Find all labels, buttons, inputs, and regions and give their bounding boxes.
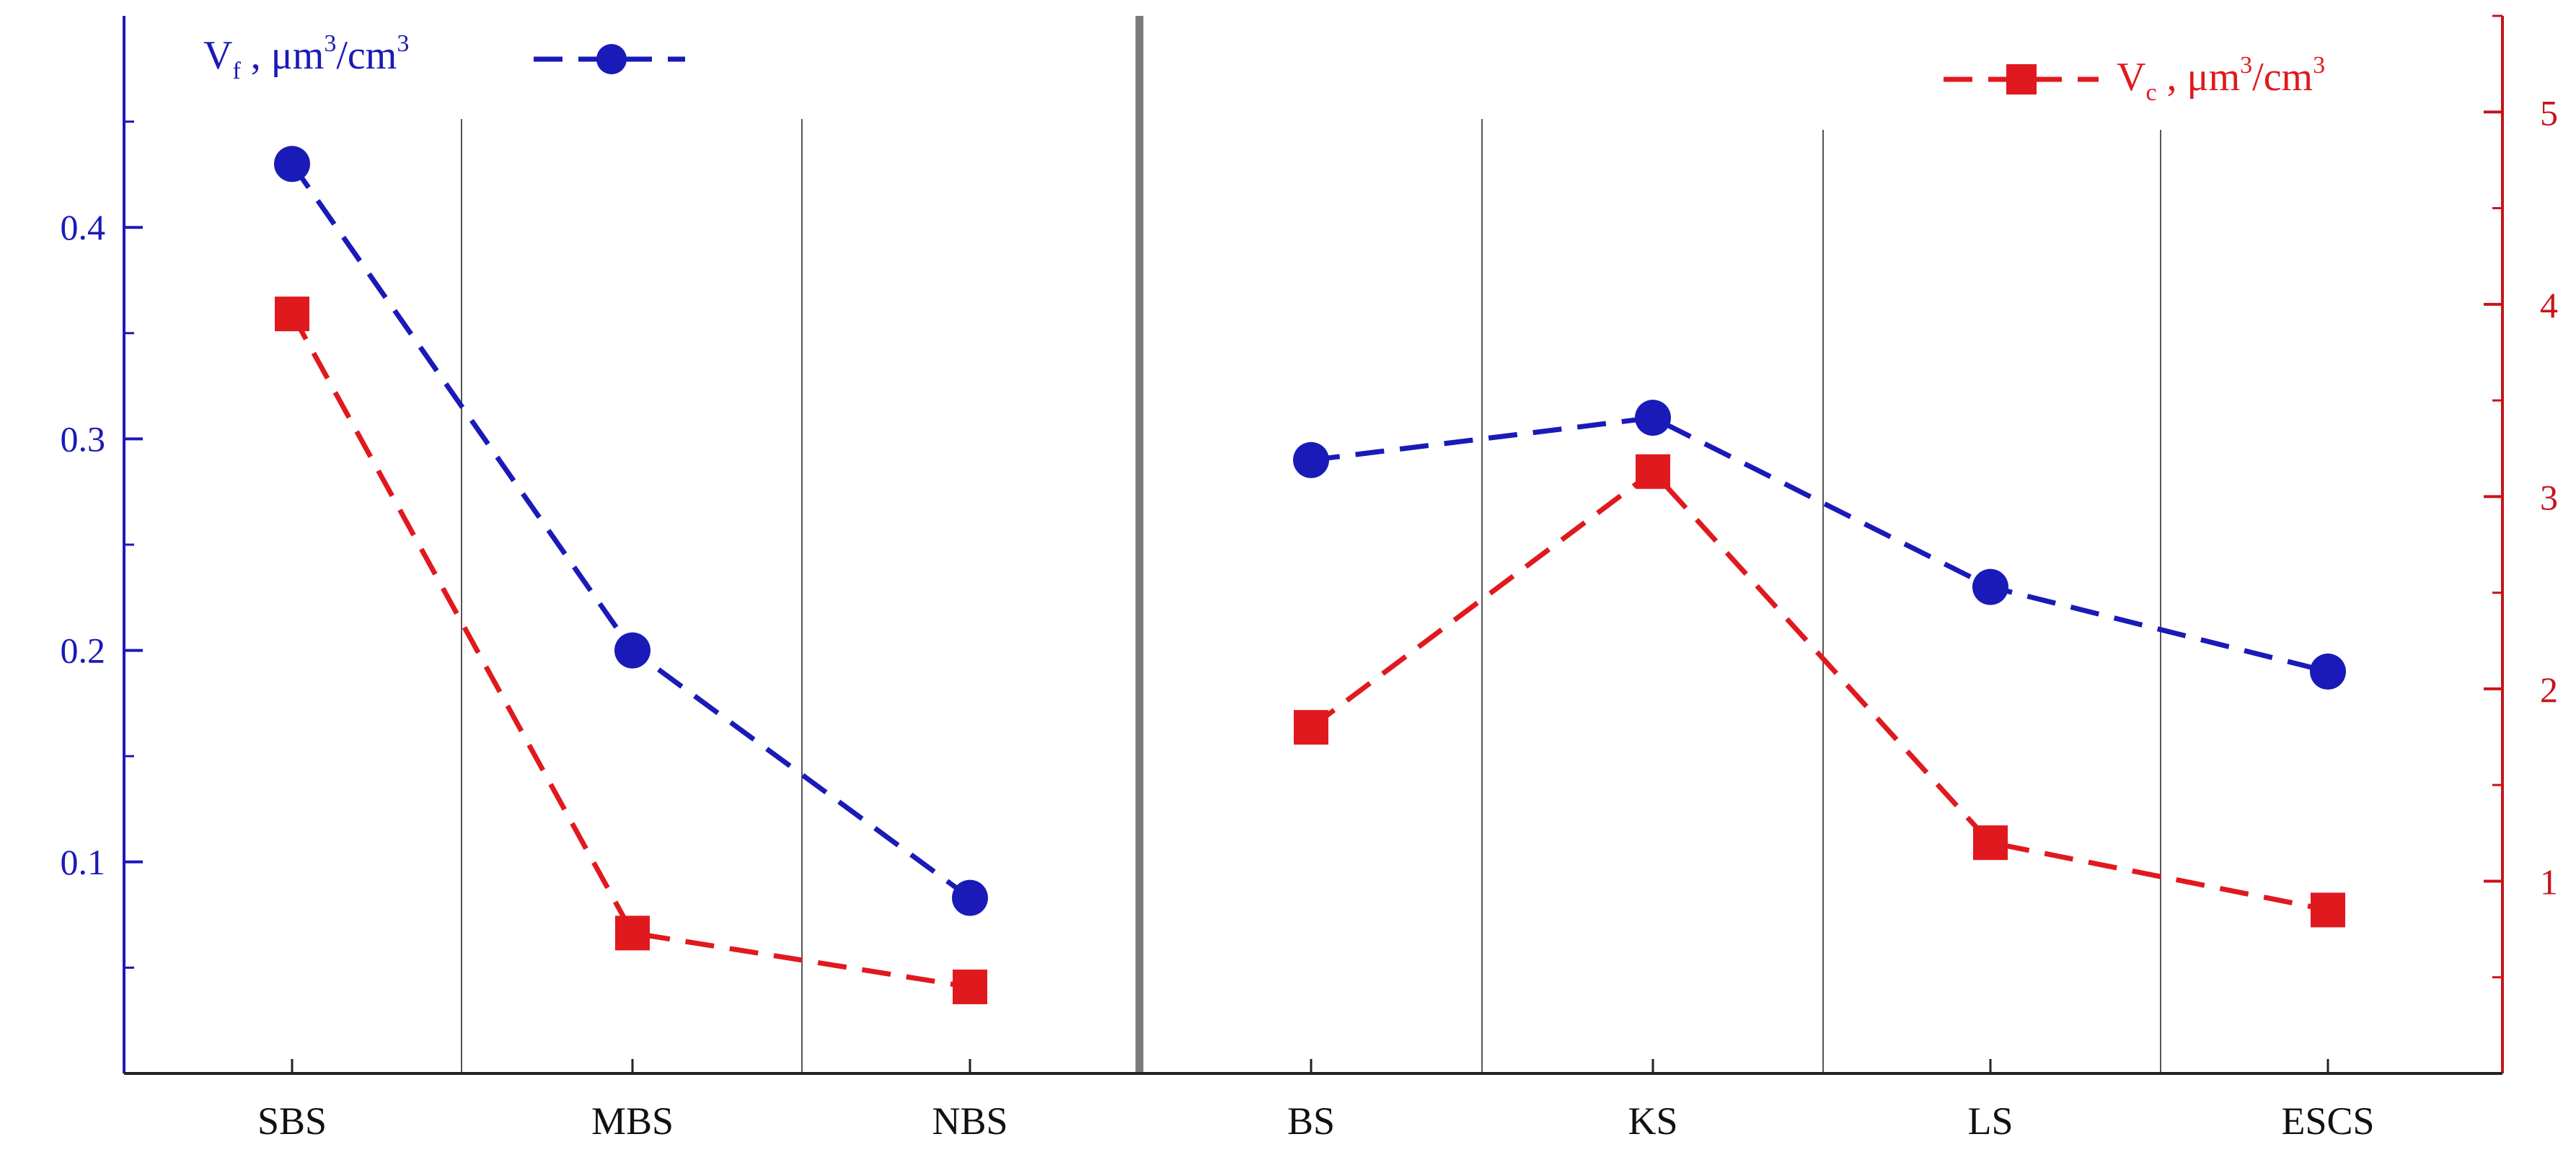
series-vc-point	[1973, 825, 2008, 861]
series-vc-line-1	[289, 312, 971, 990]
right-tick-label: 4	[2540, 285, 2558, 325]
series-vc-point	[615, 915, 650, 951]
x-category-label: LS	[1967, 1099, 2013, 1143]
legend-vf-main: V	[203, 33, 232, 78]
right-tick-label: 3	[2540, 477, 2558, 517]
x-category-label: KS	[1628, 1099, 1677, 1143]
right-tick-label: 5	[2540, 92, 2558, 133]
legend-vc-marker	[2006, 64, 2037, 95]
series-vf-point	[1972, 568, 2008, 605]
series-markers	[274, 146, 2346, 1005]
legend-vf-sub: f	[232, 58, 241, 84]
legend-vf-sup2: 3	[397, 30, 409, 57]
left-tick-label: 0.1	[61, 842, 106, 882]
tick-labels: 0.1 0.2 0.3 0.4 1 2 3 4 5 SBS MBS NBS BS KS LS ESCS	[61, 92, 2559, 1143]
legend-vf-sup: 3	[324, 30, 336, 57]
x-category-label: SBS	[257, 1099, 327, 1143]
right-tick-label: 1	[2540, 861, 2558, 902]
x-category-label: MBS	[591, 1099, 674, 1143]
series-vf-line-2	[1310, 415, 2329, 675]
series-vf-point	[1293, 441, 1329, 478]
right-tick-label: 2	[2540, 669, 2558, 710]
series-vc-point	[2311, 892, 2345, 928]
series-vf-point	[274, 146, 310, 183]
series-vc-point	[953, 970, 987, 1005]
series-vc-point	[1636, 454, 1670, 489]
legend-vf: Vf , μm3/cm3	[203, 30, 685, 84]
x-category-label: NBS	[932, 1099, 1007, 1143]
series-vf-point	[952, 879, 988, 916]
series-lines	[289, 162, 2329, 990]
left-tick-label: 0.3	[61, 418, 106, 459]
legend-vf-marker	[596, 44, 627, 74]
legend-vf-end: /cm	[336, 33, 397, 78]
series-vf-point	[2310, 653, 2346, 690]
legend-vc: Vc , μm3/cm3	[1944, 52, 2325, 106]
x-category-label: ESCS	[2281, 1099, 2374, 1143]
x-category-label: BS	[1287, 1099, 1335, 1143]
legend-vf-label: Vf , μm3/cm3	[203, 30, 409, 84]
chart-axes	[123, 14, 2504, 1075]
legend-vf-mid: , μm	[241, 33, 325, 78]
legend-vc-label: Vc , μm3/cm3	[2117, 52, 2325, 106]
left-tick-label: 0.2	[61, 630, 106, 671]
series-vf-point	[614, 632, 650, 669]
legend-vc-main: V	[2117, 55, 2145, 100]
legend-vc-sub: c	[2145, 79, 2156, 106]
series-vf-line-1	[290, 162, 972, 900]
series-vc-point	[275, 296, 309, 332]
legend-vc-sup: 3	[2240, 52, 2252, 79]
series-vc-line-2	[1309, 469, 2329, 913]
legend-vc-mid: , μm	[2157, 55, 2241, 100]
left-tick-label: 0.4	[61, 207, 106, 247]
legend-vc-sup2: 3	[2313, 52, 2325, 79]
legend-vc-end: /cm	[2252, 55, 2313, 100]
series-vf-point	[1635, 400, 1671, 436]
category-grid	[461, 16, 2161, 1073]
series-vc-point	[1294, 710, 1328, 745]
